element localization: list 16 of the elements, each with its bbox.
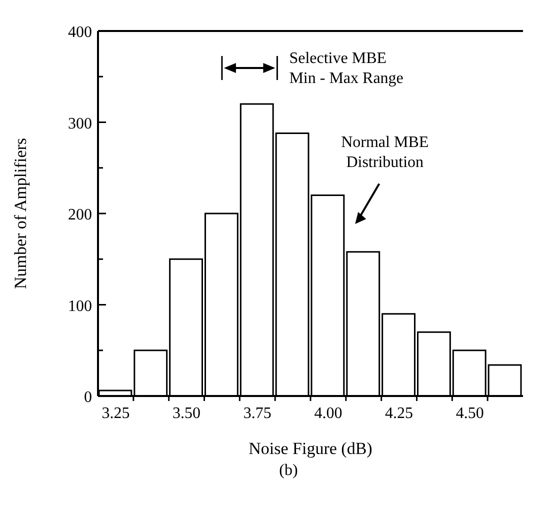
y-tick-label: 200 (68, 206, 92, 224)
annotation: Normal MBE Distribution (341, 134, 429, 172)
x-tick-label: 3.25 (102, 405, 130, 422)
text: (b) (278, 462, 299, 480)
y-axis-title: Number of Amplifiers (11, 138, 30, 290)
x-tick-label: 3.75 (243, 405, 272, 422)
x-tick-label: 3.50 (172, 405, 201, 422)
y-tick-label: 0 (84, 389, 92, 406)
y-tick-label: 100 (68, 298, 92, 315)
x-axis-title: Noise Figure (dB) (248, 439, 372, 458)
y-tick-label: 300 (68, 115, 92, 132)
annotation: Selective MBE Min - Max Range (289, 50, 404, 87)
x-tick-label: 4.00 (314, 405, 342, 422)
x-tick-label: 4.25 (385, 405, 414, 422)
x-tick-label: 4.50 (456, 405, 484, 422)
y-tick-label: 400 (68, 24, 92, 41)
